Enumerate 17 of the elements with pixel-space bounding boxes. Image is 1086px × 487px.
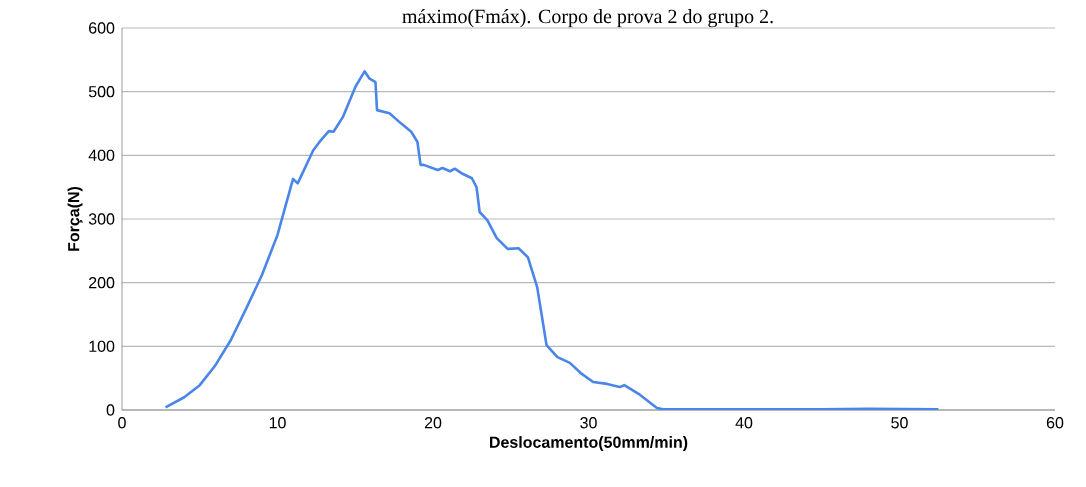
x-tick-label: 30	[580, 417, 597, 429]
x-tick-label: 40	[735, 417, 753, 429]
chart-title: máximo(Fmáx). Corpo de prova 2 do grupo 2.	[402, 9, 773, 28]
y-tick-label: 100	[89, 340, 115, 352]
x-tick-label: 50	[891, 417, 908, 429]
x-tick-label: 0	[118, 417, 126, 429]
x-tick-label: 60	[1046, 417, 1064, 429]
y-tick-label: 400	[88, 149, 115, 161]
y-tick-label: 200	[89, 277, 115, 289]
y-tick-label: 600	[89, 22, 115, 34]
y-axis-title: Força(N)	[67, 186, 83, 251]
y-tick-label: 500	[88, 86, 115, 98]
y-tick-label: 0	[106, 404, 115, 416]
x-tick-label: 10	[269, 417, 286, 429]
y-tick-label: 300	[88, 213, 115, 225]
x-axis-title: Deslocamento(50mm/min)	[489, 436, 688, 452]
x-tick-label: 20	[424, 417, 442, 429]
